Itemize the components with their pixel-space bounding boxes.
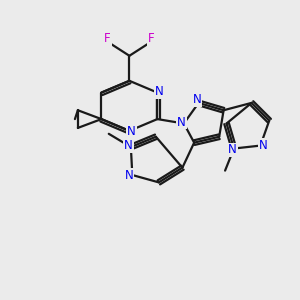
Text: N: N — [124, 169, 133, 182]
Text: N: N — [259, 139, 268, 152]
Text: N: N — [155, 85, 164, 98]
Text: N: N — [124, 139, 133, 152]
Text: N: N — [128, 125, 136, 138]
Text: N: N — [193, 93, 202, 106]
Text: F: F — [104, 32, 111, 46]
Text: F: F — [148, 32, 155, 46]
Text: N: N — [177, 116, 186, 128]
Text: N: N — [228, 143, 237, 157]
